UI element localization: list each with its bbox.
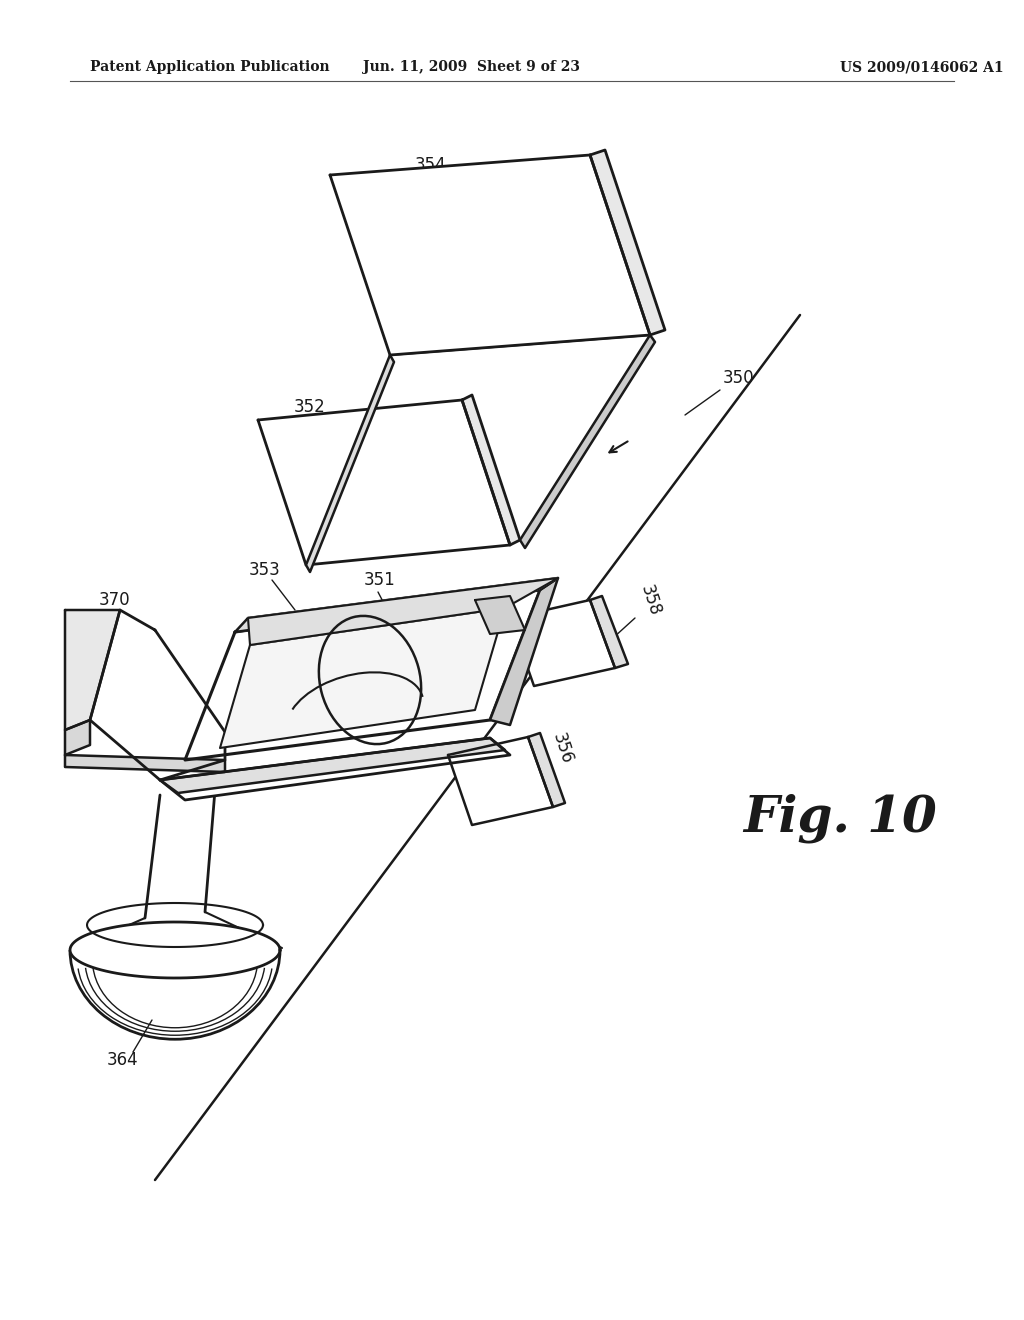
Polygon shape bbox=[160, 738, 510, 800]
Text: 353: 353 bbox=[249, 561, 281, 579]
Polygon shape bbox=[90, 610, 225, 780]
Polygon shape bbox=[185, 590, 540, 760]
Polygon shape bbox=[65, 755, 225, 772]
Polygon shape bbox=[520, 335, 655, 548]
Polygon shape bbox=[306, 355, 394, 572]
Text: 370: 370 bbox=[99, 591, 131, 609]
Polygon shape bbox=[248, 578, 558, 645]
Polygon shape bbox=[449, 737, 553, 825]
Polygon shape bbox=[510, 601, 615, 686]
Polygon shape bbox=[462, 395, 520, 545]
Polygon shape bbox=[65, 719, 90, 755]
Text: US 2009/0146062 A1: US 2009/0146062 A1 bbox=[840, 61, 1004, 74]
Text: Fig. 10: Fig. 10 bbox=[742, 793, 937, 843]
Polygon shape bbox=[590, 597, 628, 668]
Text: 356: 356 bbox=[549, 730, 575, 766]
Polygon shape bbox=[220, 609, 505, 748]
Polygon shape bbox=[475, 597, 525, 634]
Polygon shape bbox=[70, 921, 280, 978]
Text: 351: 351 bbox=[365, 572, 396, 589]
Polygon shape bbox=[330, 154, 650, 355]
Text: 358: 358 bbox=[637, 582, 664, 618]
Text: 352: 352 bbox=[294, 399, 326, 416]
Polygon shape bbox=[490, 578, 558, 725]
Polygon shape bbox=[65, 610, 120, 730]
Text: Patent Application Publication: Patent Application Publication bbox=[90, 61, 330, 74]
Polygon shape bbox=[590, 150, 665, 335]
Text: 350: 350 bbox=[722, 370, 754, 387]
Polygon shape bbox=[160, 738, 505, 793]
Text: 364: 364 bbox=[106, 1051, 138, 1069]
Text: Jun. 11, 2009  Sheet 9 of 23: Jun. 11, 2009 Sheet 9 of 23 bbox=[362, 61, 580, 74]
Text: 354: 354 bbox=[414, 156, 445, 174]
Polygon shape bbox=[258, 400, 510, 565]
Polygon shape bbox=[528, 733, 565, 807]
Polygon shape bbox=[234, 578, 558, 632]
